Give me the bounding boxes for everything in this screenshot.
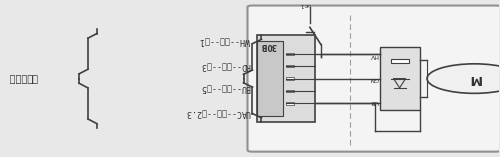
Text: 。回报天奇: 。回报天奇 [8, 74, 38, 84]
Text: BU--蓝线--口5: BU--蓝线--口5 [200, 83, 250, 92]
Text: WH--白线--口1: WH--白线--口1 [200, 37, 250, 46]
Bar [390, 59, 408, 63]
Bar [286, 90, 294, 92]
Text: uc1: uc1 [299, 2, 310, 7]
Text: UAC--电源--口2.3: UAC--电源--口2.3 [185, 108, 250, 117]
Bar [286, 65, 294, 67]
Text: RD--红线--口3: RD--红线--口3 [200, 62, 250, 71]
Bar [258, 41, 283, 116]
Text: GN: GN [368, 76, 378, 81]
Text: 30B: 30B [260, 41, 276, 50]
Bar [286, 102, 294, 105]
FancyBboxPatch shape [248, 5, 500, 152]
Bar [258, 35, 315, 122]
Text: M: M [468, 72, 480, 85]
Text: HV: HV [369, 53, 378, 58]
Bar [286, 53, 294, 55]
Circle shape [427, 64, 500, 93]
Bar [286, 77, 294, 80]
Bar [380, 48, 420, 110]
Text: UB: UB [370, 99, 378, 104]
